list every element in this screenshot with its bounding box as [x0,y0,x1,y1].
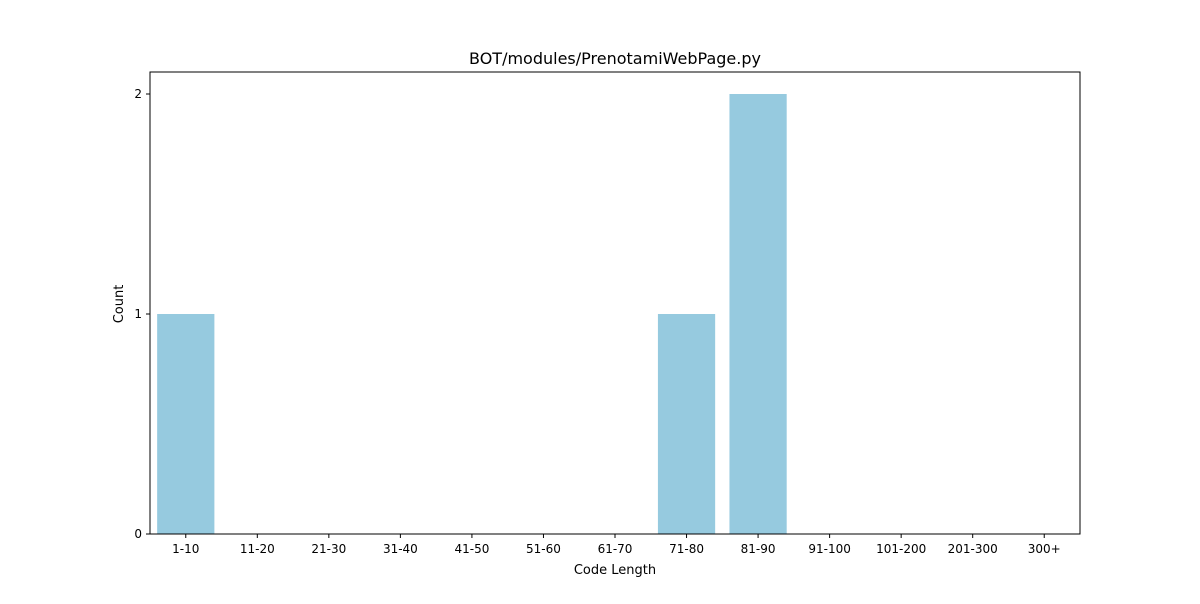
x-tick-label: 81-90 [741,542,776,556]
x-tick-label: 51-60 [526,542,561,556]
x-tick-label: 11-20 [240,542,275,556]
x-axis-ticks: 1-10 11-20 21-30 31-40 41-50 51-60 61-70 71-80 8… [172,534,1061,556]
x-axis-label: Code Length [574,563,656,578]
x-tick-label: 201-300 [948,542,998,556]
x-tick-label: 300+ [1028,542,1061,556]
x-tick-label: 1-10 [172,542,199,556]
chart-title: BOT/modules/PrenotamiWebPage.py [469,49,761,68]
y-tick-label: 2 [134,87,142,101]
plot-frame [149,71,1081,535]
y-tick-label: 0 [134,527,142,541]
x-tick-label: 61-70 [598,542,633,556]
y-axis-ticks: 0 1 2 [134,87,150,541]
bar-81-90 [729,94,787,534]
bar-71-80 [657,314,716,534]
x-tick-label: 71-80 [669,542,704,556]
x-tick-label: 41-50 [454,542,489,556]
y-tick-label: 1 [134,307,142,321]
x-tick-label: 101-200 [876,542,926,556]
x-tick-label: 21-30 [311,542,346,556]
x-tick-label: 31-40 [383,542,418,556]
y-axis-label: Count [112,285,127,324]
x-tick-label: 91-100 [808,542,851,556]
bars-group [157,94,787,534]
bar-1-10 [157,314,215,534]
